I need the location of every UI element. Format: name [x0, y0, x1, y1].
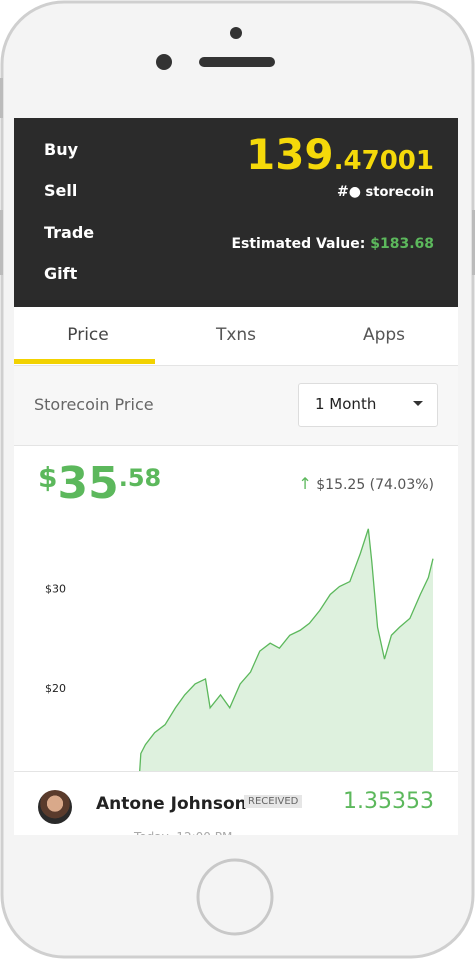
transaction[interactable]: Antone Johnson RECEIVED 1.35353 Today, 1… — [14, 771, 458, 835]
tab[interactable]: Txns — [215, 325, 257, 345]
price-fraction: .58 — [118, 464, 162, 492]
estimated-value: $183.68 — [370, 236, 434, 252]
tx-time: Today, 12:00 PM — [134, 830, 232, 835]
tx-amount: 1.35353 — [343, 789, 434, 814]
balance-whole: 139 — [245, 130, 334, 179]
price-whole: 35 — [57, 458, 119, 509]
menu-item[interactable]: Gift — [44, 264, 78, 283]
estimated: Estimated Value: $183.68 — [231, 236, 434, 252]
tx-name: Antone Johnson — [96, 794, 247, 814]
price-symbol: $ — [38, 461, 58, 494]
price-change: ↑ $15.25 (74.03%) — [298, 474, 434, 493]
area — [139, 528, 433, 771]
menu-item[interactable]: Sell — [44, 181, 78, 200]
menu-item[interactable]: Trade — [44, 223, 95, 242]
dropdown-arrow — [413, 401, 423, 406]
menu-item[interactable]: Buy — [44, 140, 79, 159]
tabs: Price Txns Apps — [14, 307, 458, 366]
tab[interactable]: Price — [67, 325, 109, 345]
wallet-header: Buy Sell Trade Gift 139.47001 #● storeco… — [14, 118, 458, 307]
up-arrow: ↑ — [298, 474, 312, 493]
coin-icon: #● — [337, 184, 361, 200]
tx-status: RECEIVED — [244, 795, 303, 808]
price-chart: $10$20$30Nov 26Dec 03Dec 10Dec 17 — [45, 528, 434, 771]
balance: 139.47001 — [246, 130, 434, 179]
estimated-label: Estimated Value: — [231, 236, 366, 252]
price-title: Storecoin Price — [34, 395, 154, 414]
avatar — [38, 790, 72, 824]
y-tick-label: $20 — [45, 682, 66, 695]
tab-underline — [14, 359, 155, 364]
currency-name: storecoin — [365, 185, 434, 200]
y-tick-label: $30 — [45, 583, 66, 596]
currency: #● storecoin — [337, 184, 434, 200]
screen: Buy Sell Trade Gift 139.47001 #● storeco… — [14, 118, 458, 835]
range-label: 1 Month — [315, 395, 377, 413]
tab[interactable]: Apps — [362, 325, 406, 345]
line — [139, 528, 434, 771]
price-change-text: $15.25 (74.03%) — [316, 477, 434, 493]
price-header: Storecoin Price 1 Month — [14, 366, 458, 446]
balance-fraction: .47001 — [333, 146, 434, 176]
price: $35.58 — [38, 458, 161, 509]
range-select[interactable]: 1 Month — [298, 383, 438, 427]
